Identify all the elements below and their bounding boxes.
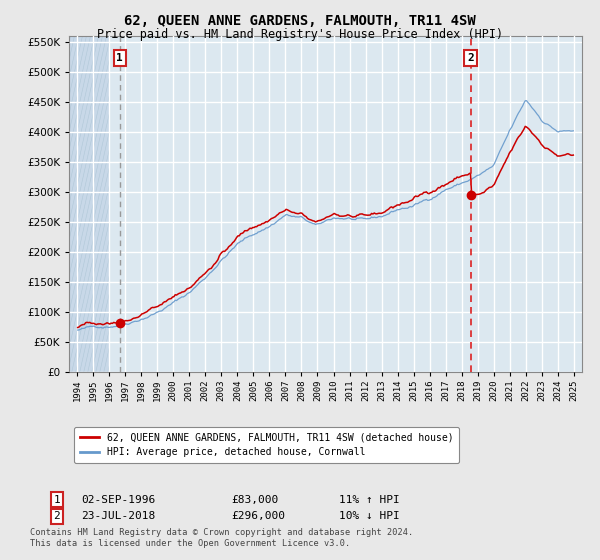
Text: £83,000: £83,000 [231,494,278,505]
Text: 10% ↓ HPI: 10% ↓ HPI [339,511,400,521]
Text: Price paid vs. HM Land Registry's House Price Index (HPI): Price paid vs. HM Land Registry's House … [97,28,503,41]
Text: 1: 1 [116,53,123,63]
Text: £296,000: £296,000 [231,511,285,521]
Text: 2: 2 [53,511,61,521]
Text: Contains HM Land Registry data © Crown copyright and database right 2024.
This d: Contains HM Land Registry data © Crown c… [30,528,413,548]
Polygon shape [69,36,109,372]
Text: 02-SEP-1996: 02-SEP-1996 [81,494,155,505]
Text: 11% ↑ HPI: 11% ↑ HPI [339,494,400,505]
Text: 62, QUEEN ANNE GARDENS, FALMOUTH, TR11 4SW: 62, QUEEN ANNE GARDENS, FALMOUTH, TR11 4… [124,14,476,28]
Text: 23-JUL-2018: 23-JUL-2018 [81,511,155,521]
Text: 2: 2 [467,53,474,63]
Legend: 62, QUEEN ANNE GARDENS, FALMOUTH, TR11 4SW (detached house), HPI: Average price,: 62, QUEEN ANNE GARDENS, FALMOUTH, TR11 4… [74,427,460,463]
Text: 1: 1 [53,494,61,505]
